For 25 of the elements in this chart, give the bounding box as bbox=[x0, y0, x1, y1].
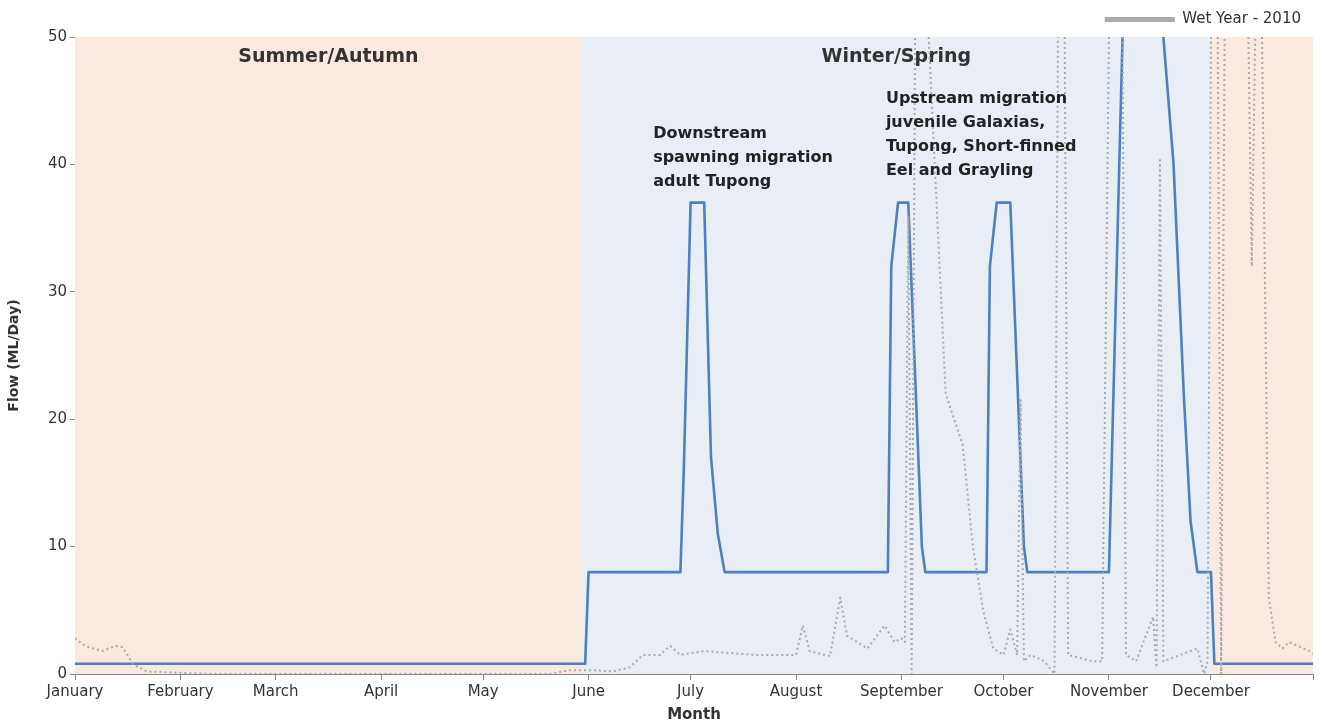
y-tick-label: 50 bbox=[47, 26, 67, 45]
x-tick-label: September bbox=[860, 681, 944, 700]
x-tick-label: May bbox=[467, 681, 499, 700]
y-tick-label: 0 bbox=[57, 663, 67, 682]
x-axis-title: Month bbox=[667, 704, 721, 723]
x-tick-label: October bbox=[973, 681, 1035, 700]
x-tick-label: February bbox=[147, 681, 214, 700]
x-tick-label: November bbox=[1069, 681, 1149, 700]
y-tick-label: 20 bbox=[47, 409, 67, 428]
x-tick-label: December bbox=[1172, 681, 1251, 700]
y-tick-label: 30 bbox=[47, 281, 67, 300]
x-tick-label: January bbox=[45, 681, 104, 700]
annotation: Downstream spawning migration adult Tupong bbox=[653, 123, 833, 191]
x-tick-label: March bbox=[252, 681, 299, 700]
y-tick-label: 10 bbox=[47, 536, 67, 555]
annotation: Upstream migration juvenile Galaxias, Tupong, Short-finned Eel and Grayling bbox=[884, 88, 1077, 180]
x-tick-label: June bbox=[571, 681, 605, 700]
legend-label: Wet Year - 2010 bbox=[1182, 9, 1302, 28]
x-tick-label: April bbox=[363, 681, 399, 700]
y-axis-title: Flow (ML/Day) bbox=[5, 299, 22, 412]
band-label: Winter/Spring bbox=[821, 43, 972, 66]
y-tick-label: 40 bbox=[47, 154, 67, 173]
band-label: Summer/Autumn bbox=[238, 43, 419, 66]
x-tick-label: July bbox=[676, 681, 705, 700]
x-tick-label: August bbox=[769, 681, 823, 700]
